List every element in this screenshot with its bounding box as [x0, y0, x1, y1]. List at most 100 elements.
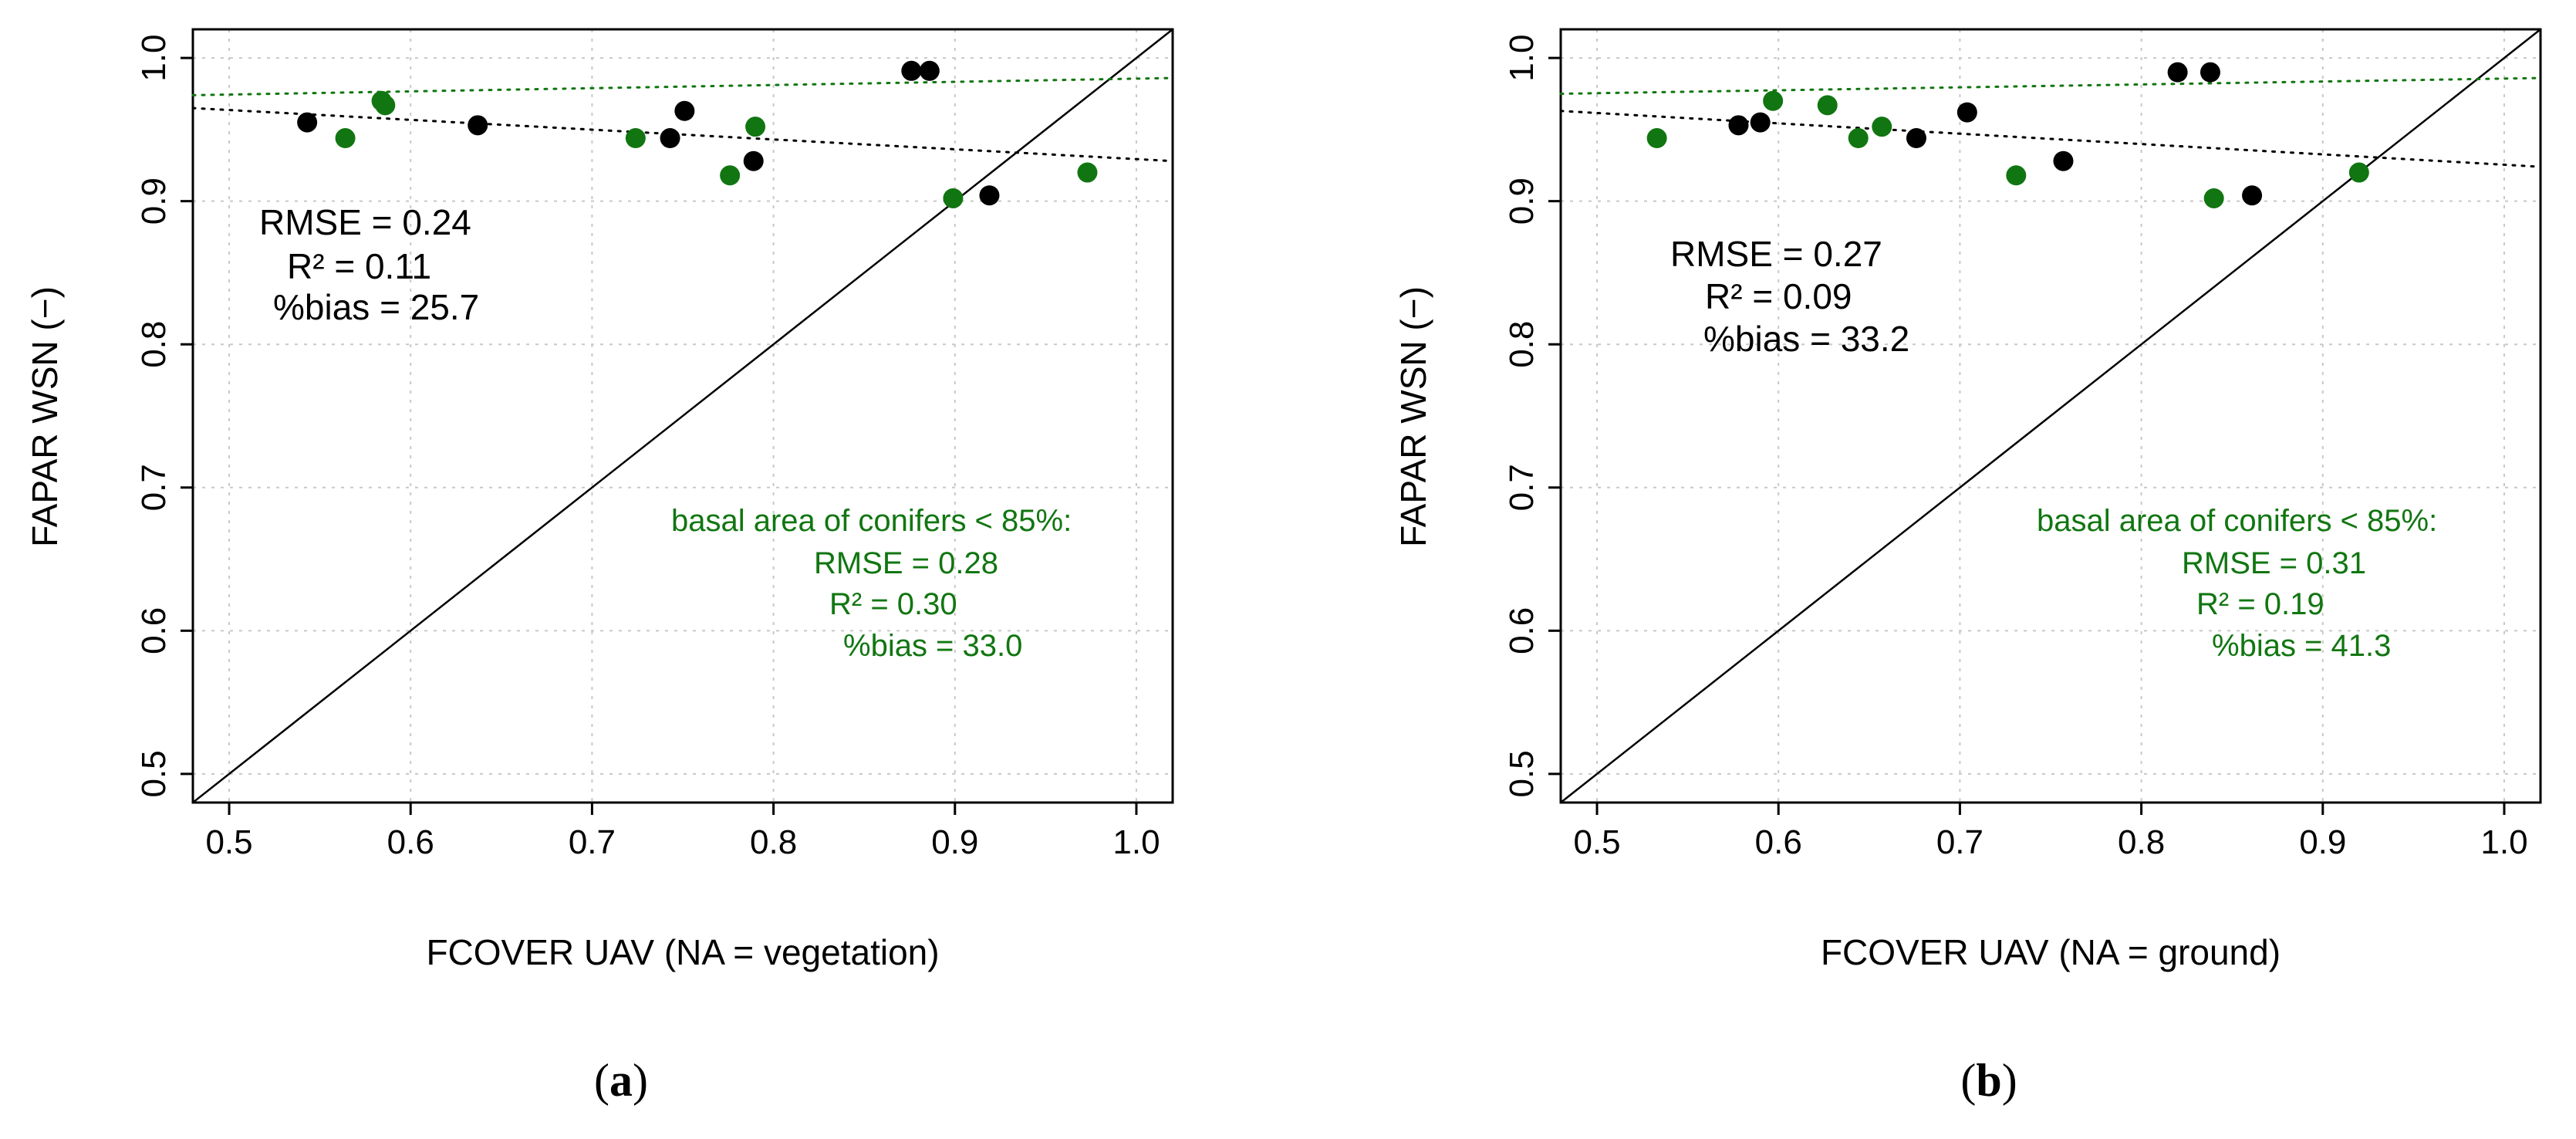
y-tick-label: 0.8 — [135, 321, 173, 368]
y-tick-label: 0.5 — [135, 750, 173, 797]
panel-label-letter: b — [1976, 1055, 2001, 1106]
panel-b: 0.5 0.6 0.7 0.8 0.9 1.0 0.5 0.6 0.7 0.8 … — [1393, 28, 2542, 1106]
y-axis-title: FAPAR WSN (−) — [1393, 286, 1433, 547]
y-tick-labels: 0.5 0.6 0.7 0.8 0.9 1.0 — [135, 35, 173, 798]
data-point-conifers — [943, 188, 964, 208]
data-point-all-plots — [901, 60, 922, 81]
x-tick-label: 0.9 — [931, 823, 978, 861]
data-points — [297, 60, 1098, 208]
data-point-all-plots — [2053, 150, 2074, 171]
data-point-all-plots — [1728, 115, 1749, 136]
plot-frame — [1559, 28, 2542, 804]
stat-bias: %bias = 33.0 — [843, 629, 1022, 663]
x-tick-label: 0.8 — [2118, 823, 2165, 861]
stat-r2: R² = 0.30 — [829, 587, 957, 621]
fit-line-all-plots — [191, 106, 1174, 163]
panel-label: (b) — [1960, 1055, 2017, 1106]
plot-frame — [191, 28, 1174, 804]
stat-r2: R² = 0.11 — [287, 246, 431, 286]
data-point-conifers — [1077, 162, 1098, 183]
data-point-all-plots — [1750, 112, 1771, 133]
data-point-conifers — [1817, 95, 1838, 116]
data-point-all-plots — [919, 60, 940, 81]
x-tick-label: 0.7 — [1936, 823, 1983, 861]
stat-bias: %bias = 25.7 — [273, 287, 479, 327]
fit-line-conifers — [191, 76, 1174, 96]
y-tick-label: 0.9 — [135, 177, 173, 225]
axis-ticks — [1548, 56, 2506, 815]
x-tick-labels: 0.5 0.6 0.7 0.8 0.9 1.0 — [1573, 823, 2527, 861]
y-tick-label: 0.6 — [135, 607, 173, 654]
fit-line-all-plots — [1559, 110, 2542, 168]
x-tick-label: 0.7 — [569, 823, 616, 861]
stat-rmse: RMSE = 0.27 — [1670, 234, 1882, 274]
stats-conifers: basal area of conifers < 85%: RMSE = 0.3… — [2037, 504, 2437, 663]
stat-r2: R² = 0.19 — [2196, 587, 2324, 621]
stat-rmse: RMSE = 0.31 — [2182, 546, 2366, 580]
stat-subset-title: basal area of conifers < 85%: — [671, 504, 1072, 538]
y-tick-label: 0.7 — [1503, 464, 1541, 511]
data-point-conifers — [720, 165, 741, 186]
x-tick-label: 0.6 — [387, 823, 434, 861]
x-axis-title: FCOVER UAV (NA = ground) — [1821, 932, 2281, 972]
data-point-all-plots — [468, 115, 488, 136]
grid-lines — [193, 29, 1173, 803]
data-point-conifers — [1646, 128, 1667, 149]
y-axis-title: FAPAR WSN (−) — [25, 286, 65, 547]
y-tick-labels: 0.5 0.6 0.7 0.8 0.9 1.0 — [1503, 35, 1541, 798]
data-point-all-plots — [674, 100, 695, 121]
data-point-conifers — [625, 128, 646, 149]
data-point-conifers — [1848, 128, 1869, 149]
data-points — [1646, 62, 2369, 208]
x-tick-labels: 0.5 0.6 0.7 0.8 0.9 1.0 — [205, 823, 1160, 861]
stats-conifers: basal area of conifers < 85%: RMSE = 0.2… — [671, 504, 1072, 663]
data-point-all-plots — [2242, 185, 2263, 206]
axis-ticks — [181, 56, 1138, 815]
data-point-all-plots — [660, 128, 680, 149]
data-point-all-plots — [743, 150, 764, 171]
fit-line-conifers — [1559, 76, 2542, 95]
data-point-conifers — [1872, 117, 1892, 137]
y-tick-label: 0.5 — [1503, 750, 1541, 797]
x-tick-label: 0.6 — [1755, 823, 1802, 861]
stat-rmse: RMSE = 0.28 — [814, 546, 998, 580]
data-point-all-plots — [1956, 102, 1977, 123]
stats-all-plots: RMSE = 0.27 R² = 0.09 %bias = 33.2 — [1670, 234, 1909, 359]
data-point-conifers — [335, 128, 356, 149]
data-point-conifers — [1763, 90, 1784, 111]
stat-r2: R² = 0.09 — [1705, 276, 1852, 316]
data-point-conifers — [745, 117, 766, 137]
y-tick-label: 0.6 — [1503, 607, 1541, 654]
y-tick-label: 0.8 — [1503, 321, 1541, 368]
panel-label: (a) — [594, 1055, 648, 1106]
data-point-all-plots — [2167, 62, 2188, 83]
data-point-conifers — [375, 95, 396, 116]
x-tick-label: 1.0 — [2480, 823, 2527, 861]
grid-lines — [1561, 29, 2541, 803]
x-tick-label: 0.5 — [1573, 823, 1620, 861]
x-tick-label: 0.9 — [2299, 823, 2346, 861]
data-point-all-plots — [297, 112, 318, 133]
x-tick-label: 0.8 — [750, 823, 797, 861]
x-tick-label: 0.5 — [205, 823, 252, 861]
data-point-conifers — [2203, 188, 2224, 208]
panel-label-letter: a — [609, 1055, 633, 1106]
x-tick-label: 1.0 — [1112, 823, 1160, 861]
x-axis-title: FCOVER UAV (NA = vegetation) — [426, 932, 939, 972]
stat-subset-title: basal area of conifers < 85%: — [2037, 504, 2437, 538]
one-to-one-line — [192, 29, 1173, 803]
data-point-conifers — [2348, 162, 2369, 183]
data-point-all-plots — [979, 185, 1000, 206]
stat-rmse: RMSE = 0.24 — [259, 202, 471, 242]
one-to-one-line — [1560, 29, 2541, 803]
y-tick-label: 0.9 — [1503, 177, 1541, 225]
data-point-conifers — [2006, 165, 2027, 186]
y-tick-label: 0.7 — [135, 464, 173, 511]
stat-bias: %bias = 33.2 — [1703, 319, 1909, 359]
panel-a: 0.5 0.6 0.7 0.8 0.9 1.0 0.5 0.6 0.7 0.8 … — [25, 28, 1174, 1106]
stat-bias: %bias = 41.3 — [2212, 629, 2391, 663]
data-point-all-plots — [2200, 62, 2220, 83]
data-point-all-plots — [1906, 128, 1926, 149]
stats-all-plots: RMSE = 0.24 R² = 0.11 %bias = 25.7 — [259, 202, 479, 327]
